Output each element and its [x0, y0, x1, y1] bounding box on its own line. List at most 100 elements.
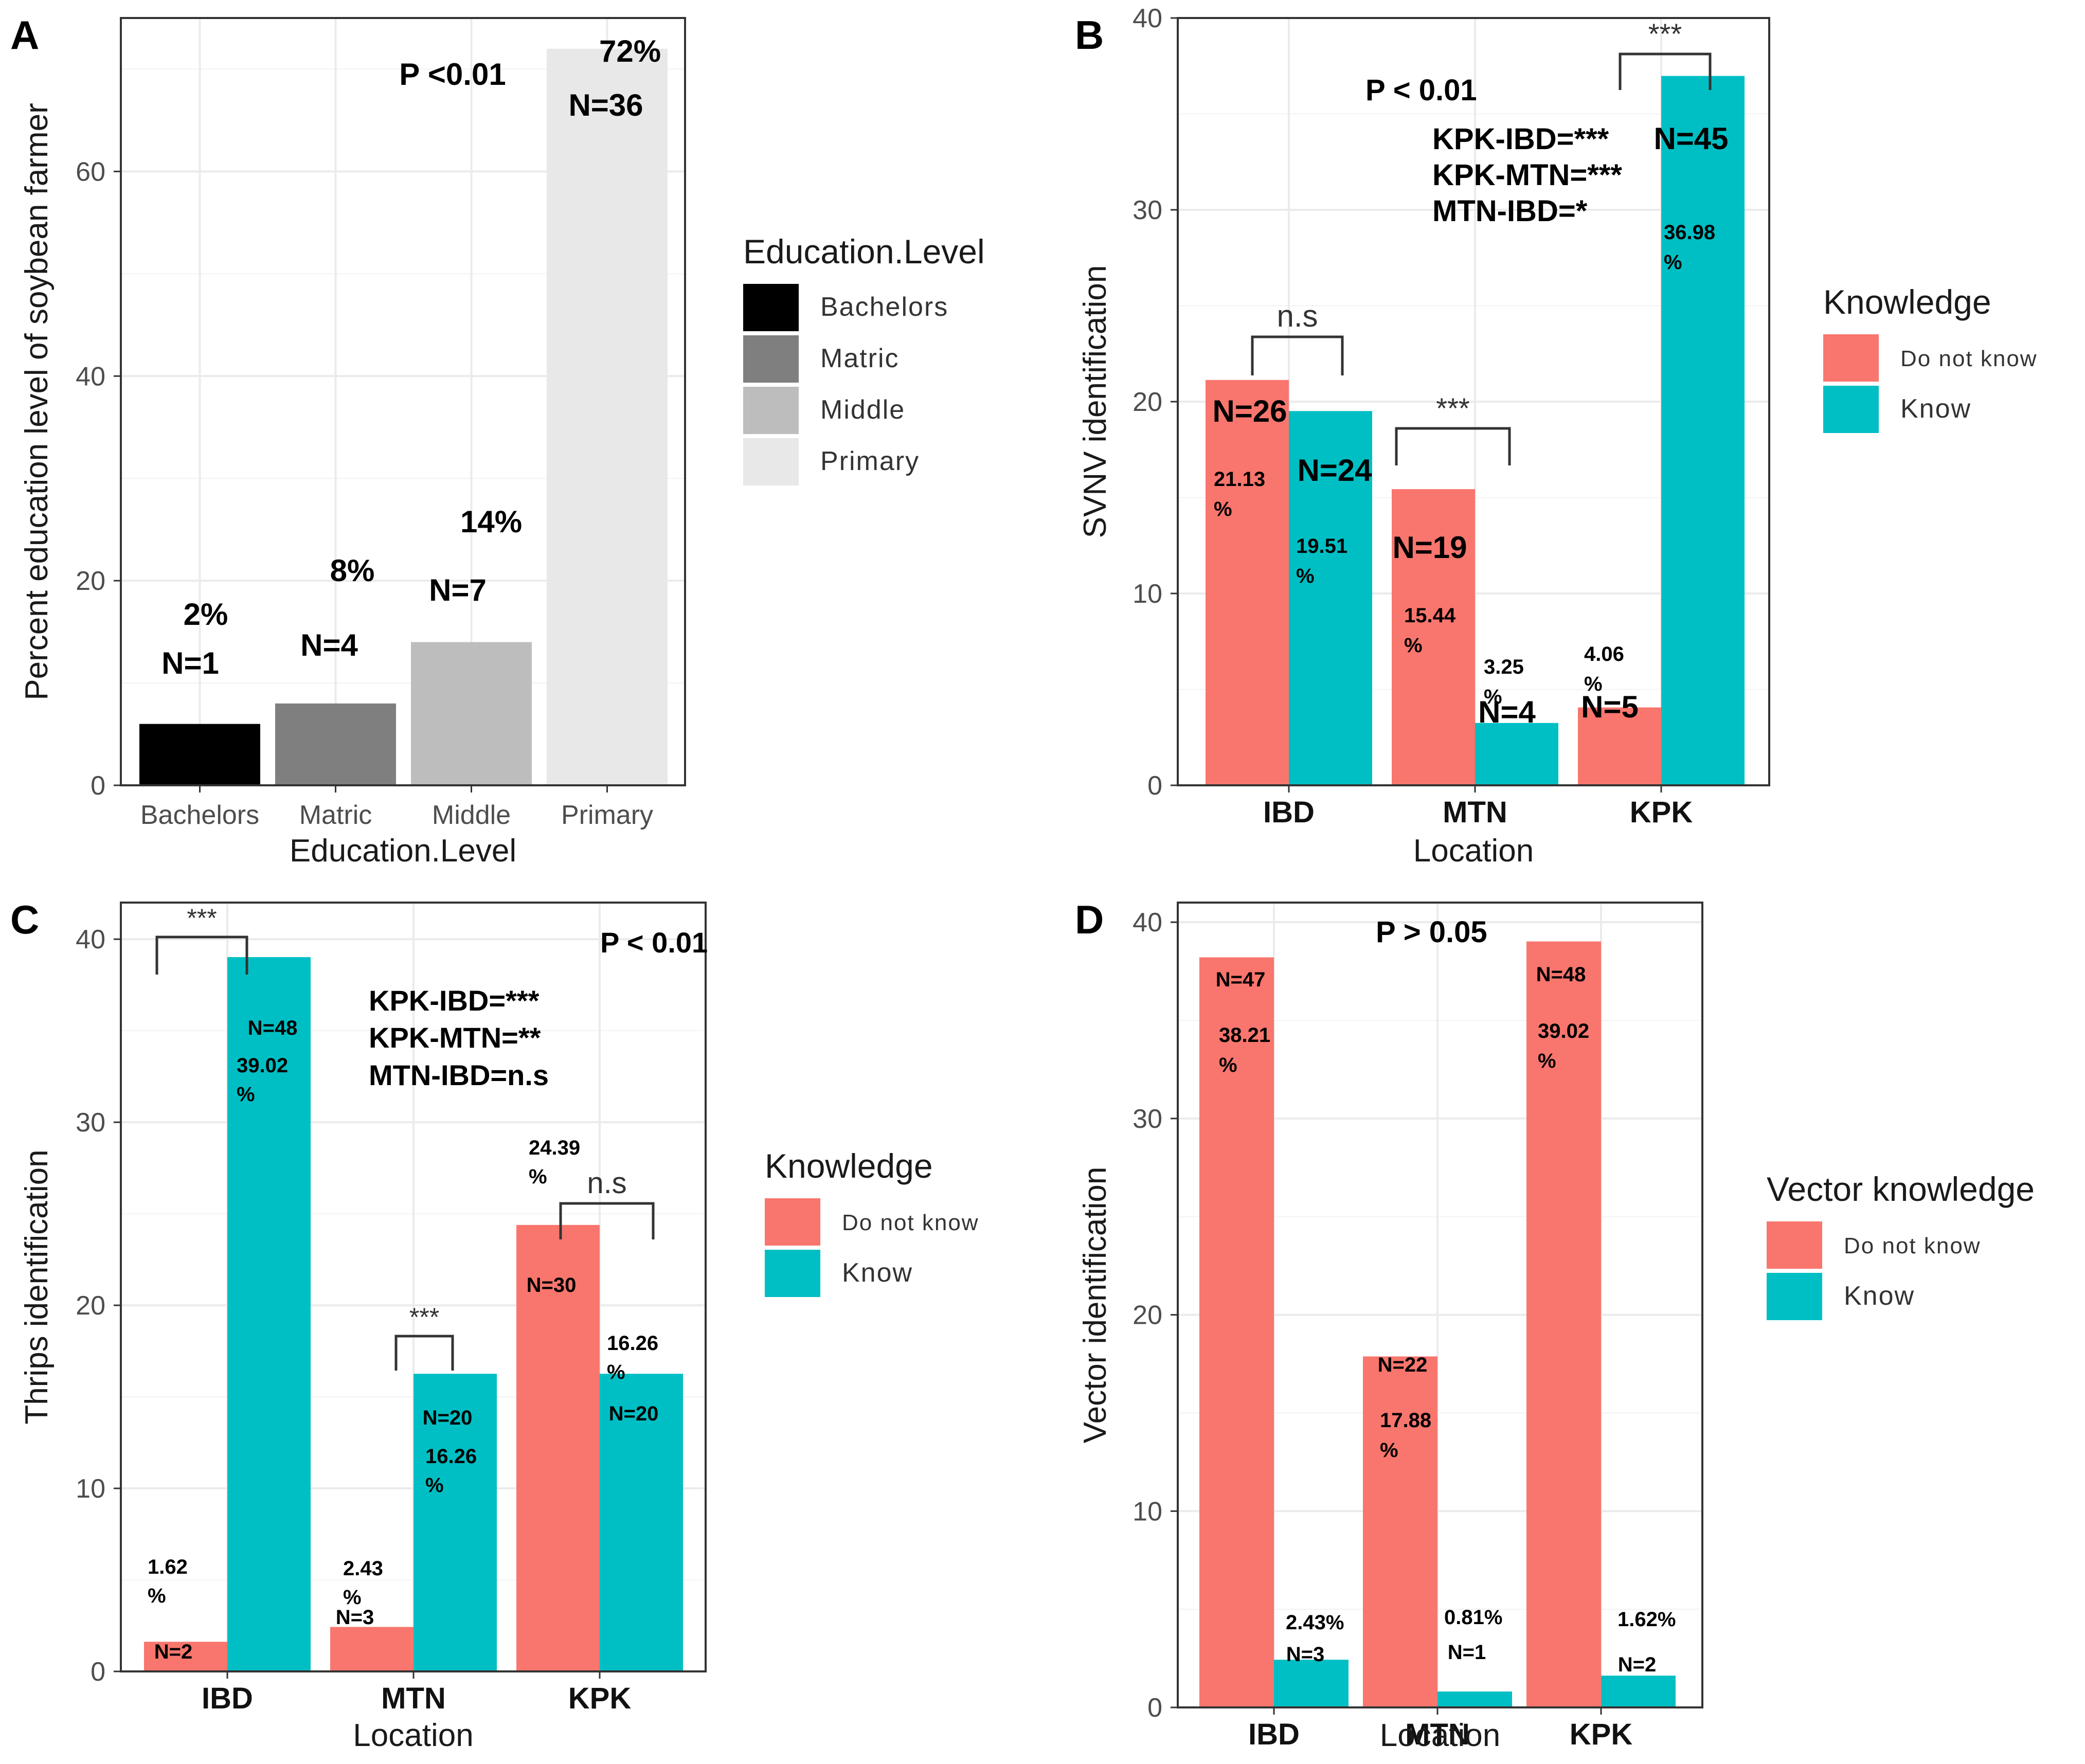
- count-label: N=30: [527, 1274, 577, 1297]
- panel-letter: A: [10, 12, 39, 58]
- bar-kpk-know: [600, 1374, 683, 1671]
- count-label: N=45: [1653, 121, 1728, 156]
- count-label: N=20: [609, 1402, 659, 1425]
- legend-label: Matric: [820, 344, 900, 373]
- y-tick-label: 20: [76, 1291, 105, 1321]
- y-axis-title: SVNV identification: [1077, 265, 1113, 538]
- percent-label: 2%: [184, 597, 228, 632]
- y-tick-label: 0: [91, 1657, 105, 1687]
- x-tick-label: Matric: [299, 800, 372, 830]
- pairwise-annotation: KPK-IBD=***: [369, 984, 540, 1017]
- percent-label: 17.88%: [1380, 1409, 1431, 1462]
- bar-mtn-do-not-know: [1363, 1356, 1437, 1707]
- count-label: N=3: [336, 1606, 374, 1629]
- x-tick-label: IBD: [1263, 796, 1315, 829]
- percent-label: 39.02%: [1538, 1020, 1589, 1072]
- y-axis-title: Percent education level of soybean farme…: [19, 103, 55, 700]
- legend-label: Middle: [820, 395, 905, 425]
- bar-mtn-do-not-know: [1392, 489, 1475, 785]
- pairwise-annotation: KPK-MTN=**: [369, 1021, 541, 1054]
- bar-mtn-know: [1437, 1691, 1512, 1707]
- x-axis-title: Location: [1413, 833, 1534, 869]
- x-tick-label: MTN: [1405, 1718, 1470, 1751]
- legend: Education.Level Bachelors Matric Middle Prim…: [743, 232, 985, 485]
- legend-label: Bachelors: [820, 292, 948, 322]
- x-axis-title: Location: [1380, 1718, 1500, 1753]
- legend: Vector knowledge Do not know Know: [1767, 1170, 2035, 1320]
- count-label: N=47: [1216, 968, 1266, 991]
- legend-key: [1767, 1273, 1822, 1320]
- legend-label: Know: [1900, 394, 1971, 424]
- pairwise-annotation: MTN-IBD=n.s: [369, 1059, 549, 1091]
- bracket-line: [1251, 335, 1344, 375]
- y-tick-label: 30: [1133, 195, 1162, 225]
- bar-mtn-do-not-know: [330, 1627, 414, 1671]
- x-tick-label: Bachelors: [140, 800, 259, 830]
- significance-label: ***: [409, 1303, 439, 1331]
- y-tick-label: 20: [76, 566, 105, 596]
- y-tick-label: 0: [91, 771, 105, 801]
- significance-bracket: ***: [155, 904, 248, 975]
- bar-ibd-do-not-know: [1206, 380, 1289, 785]
- y-tick-label: 40: [1133, 908, 1162, 938]
- p-value-annotation: P < 0.01: [600, 926, 708, 959]
- legend-key: [743, 438, 799, 485]
- percent-label: 39.02%: [237, 1054, 288, 1106]
- count-label: N=20: [423, 1407, 473, 1429]
- bar-ibd-know: [1274, 1660, 1349, 1707]
- count-label: N=2: [1618, 1653, 1657, 1676]
- y-axis-title: Vector identification: [1077, 1167, 1113, 1444]
- percent-label: 1.62%: [148, 1556, 188, 1607]
- percent-label: 16.26%: [607, 1332, 658, 1383]
- bar-kpk-do-not-know: [1526, 941, 1601, 1707]
- percent-label: 0.81%: [1444, 1606, 1502, 1629]
- count-label: N=4: [1478, 695, 1536, 729]
- bar-ibd-know: [1289, 411, 1372, 785]
- bar-matric: [275, 703, 396, 785]
- bar-mtn-know: [414, 1374, 497, 1671]
- percent-label: 2.43%: [343, 1557, 383, 1609]
- legend-title: Knowledge: [765, 1147, 933, 1185]
- legend-label: Do not know: [1900, 346, 2038, 371]
- percent-label: 38.21%: [1219, 1024, 1270, 1076]
- legend-key: [743, 387, 799, 434]
- bar-kpk-know: [1661, 76, 1745, 785]
- percent-label: 2.43%: [1286, 1611, 1344, 1634]
- count-label: N=19: [1392, 530, 1467, 565]
- y-tick-label: 30: [76, 1108, 105, 1138]
- significance-label: n.s: [1277, 299, 1318, 333]
- legend-key: [765, 1198, 820, 1246]
- bar-kpk-do-not-know: [516, 1225, 600, 1671]
- p-value-annotation: P <0.01: [399, 57, 506, 92]
- panel-letter: D: [1075, 897, 1104, 942]
- legend-label: Know: [842, 1258, 913, 1288]
- percent-label: 72%: [599, 34, 661, 68]
- x-tick-label: KPK: [1570, 1718, 1633, 1751]
- count-label: N=1: [161, 646, 219, 680]
- legend-label: Primary: [820, 446, 920, 476]
- y-tick-label: 10: [1133, 1497, 1162, 1526]
- bracket-line: [155, 935, 248, 975]
- x-tick-label: IBD: [1248, 1718, 1300, 1751]
- bracket-line: [559, 1202, 655, 1239]
- legend: Knowledge Do not know Know: [765, 1147, 978, 1297]
- significance-label: ***: [1436, 392, 1469, 424]
- plot-border: [1177, 902, 1703, 1708]
- percent-label: 21.13%: [1214, 468, 1265, 520]
- count-label: N=1: [1448, 1641, 1486, 1664]
- plot-border: [120, 17, 686, 786]
- y-axis-title: Thrips identification: [19, 1149, 55, 1424]
- plot-border: [1177, 17, 1770, 786]
- significance-label: ***: [187, 904, 217, 932]
- bracket-line: [1395, 427, 1511, 465]
- bar-kpk-know: [1601, 1676, 1676, 1707]
- percent-label: 14%: [460, 505, 522, 539]
- x-axis-title: Location: [353, 1718, 473, 1753]
- percent-label: 8%: [330, 553, 375, 588]
- legend-title: Education.Level: [743, 232, 985, 271]
- legend-title: Knowledge: [1823, 283, 1991, 321]
- panel-d: 0 10 20 30 40 IBD MTN KPK Location Vector identif…: [1075, 897, 2035, 1753]
- panel-a: 0 20 40 60 2% N=1 8% N=4 14% N=7 72% N=36 P <0.01 Bac…: [10, 12, 985, 869]
- pairwise-annotation: KPK-MTN=***: [1432, 158, 1622, 192]
